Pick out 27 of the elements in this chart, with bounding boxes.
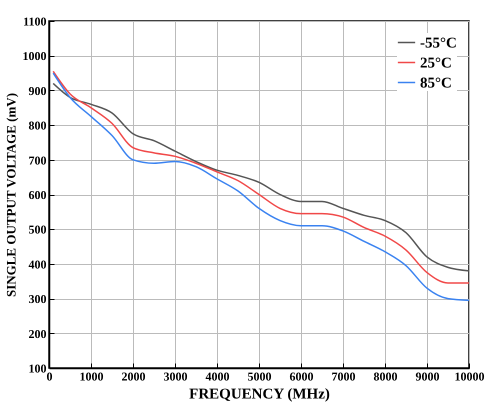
y-tick-label: 400 bbox=[28, 257, 46, 272]
y-tick-label: 300 bbox=[28, 292, 46, 306]
legend-label: -55°C bbox=[420, 36, 457, 52]
legend-label: 25°C bbox=[420, 56, 452, 72]
x-tick-label: 9000 bbox=[416, 370, 440, 384]
x-tick-label: 2000 bbox=[122, 370, 146, 384]
y-tick-label: 100 bbox=[28, 362, 46, 376]
x-tick-label: 6000 bbox=[290, 370, 314, 384]
x-tick-label: 5000 bbox=[248, 370, 272, 384]
x-tick-label: 8000 bbox=[374, 370, 398, 384]
x-tick-label: 4000 bbox=[206, 370, 230, 384]
y-tick-label: 500 bbox=[28, 222, 46, 237]
legend-label: 85°C bbox=[420, 76, 452, 92]
y-tick-label: 200 bbox=[28, 326, 46, 341]
y-tick-label: 900 bbox=[28, 84, 46, 98]
x-tick-label: 0 bbox=[46, 370, 52, 384]
y-tick-label: 600 bbox=[28, 188, 46, 202]
x-tick-label: 7000 bbox=[332, 370, 356, 384]
y-tick-label: 1100 bbox=[23, 14, 46, 28]
x-tick-label: 3000 bbox=[164, 370, 188, 384]
y-tick-label: 700 bbox=[28, 153, 46, 168]
y-tick-label: 1000 bbox=[22, 49, 46, 64]
x-tick-label: 10000 bbox=[454, 370, 484, 384]
y-tick-label: 800 bbox=[28, 118, 46, 133]
y-axis-title: SINGLE OUTPUT VOLTAGE (mV) bbox=[4, 92, 18, 298]
x-axis-title: FREQUENCY (MHz) bbox=[189, 386, 330, 402]
x-tick-label: 1000 bbox=[80, 370, 104, 384]
